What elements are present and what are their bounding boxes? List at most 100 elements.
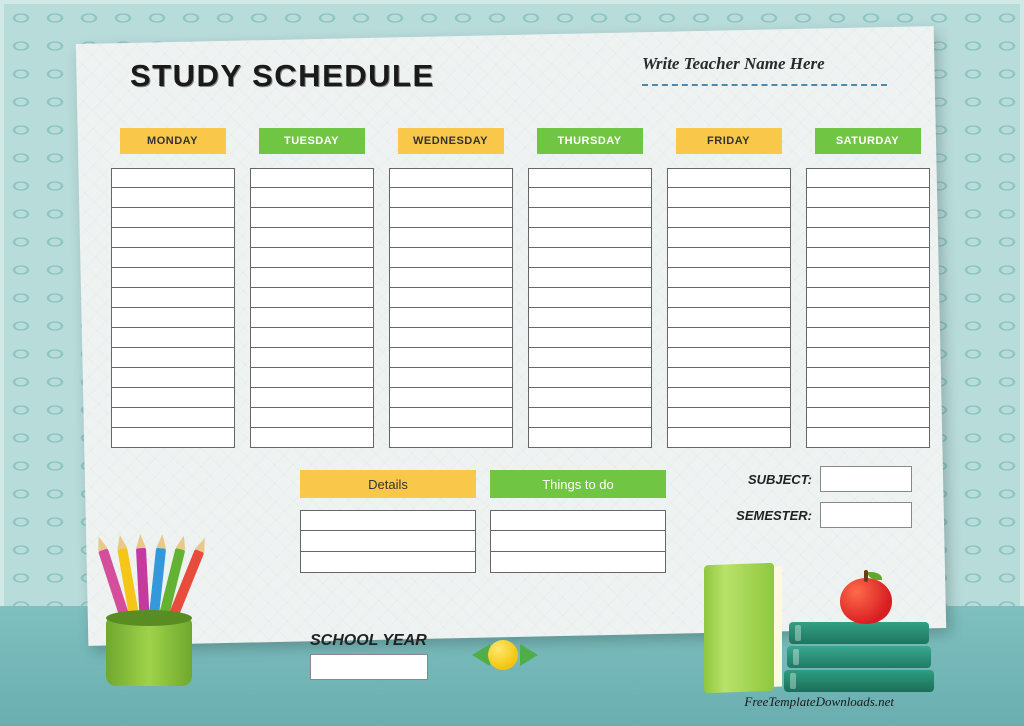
- day-column: WEDNESDAY: [388, 128, 513, 448]
- schedule-cell[interactable]: [389, 408, 513, 428]
- schedule-cell[interactable]: [111, 348, 235, 368]
- schedule-cell[interactable]: [528, 208, 652, 228]
- schedule-cell[interactable]: [250, 168, 374, 188]
- footer-credit: FreeTemplateDownloads.net: [744, 694, 894, 710]
- mini-cell[interactable]: [300, 552, 476, 573]
- schedule-cell[interactable]: [528, 228, 652, 248]
- schedule-cell[interactable]: [111, 268, 235, 288]
- schedule-cell[interactable]: [389, 188, 513, 208]
- schedule-cell[interactable]: [528, 168, 652, 188]
- schedule-cell[interactable]: [806, 288, 930, 308]
- schedule-cell[interactable]: [250, 328, 374, 348]
- schedule-cell[interactable]: [389, 228, 513, 248]
- schedule-cell[interactable]: [528, 308, 652, 328]
- subject-input[interactable]: [820, 466, 912, 492]
- school-year-input[interactable]: [310, 654, 428, 680]
- schedule-cell[interactable]: [389, 428, 513, 448]
- schedule-cell[interactable]: [111, 248, 235, 268]
- schedule-cell[interactable]: [111, 388, 235, 408]
- day-column: TUESDAY: [249, 128, 374, 448]
- schedule-cell[interactable]: [667, 188, 791, 208]
- schedule-cell[interactable]: [250, 208, 374, 228]
- schedule-cell[interactable]: [250, 348, 374, 368]
- schedule-cell[interactable]: [111, 368, 235, 388]
- schedule-cell[interactable]: [250, 248, 374, 268]
- schedule-cell[interactable]: [528, 348, 652, 368]
- schedule-cell[interactable]: [250, 368, 374, 388]
- schedule-cell[interactable]: [806, 228, 930, 248]
- schedule-cell[interactable]: [389, 208, 513, 228]
- schedule-cell[interactable]: [250, 408, 374, 428]
- mini-cell[interactable]: [490, 531, 666, 552]
- schedule-cell[interactable]: [806, 168, 930, 188]
- schedule-cell[interactable]: [250, 268, 374, 288]
- schedule-cell[interactable]: [528, 188, 652, 208]
- schedule-cell[interactable]: [806, 208, 930, 228]
- schedule-cell[interactable]: [806, 248, 930, 268]
- schedule-cell[interactable]: [667, 248, 791, 268]
- schedule-cell[interactable]: [667, 428, 791, 448]
- schedule-cell[interactable]: [667, 368, 791, 388]
- schedule-cell[interactable]: [250, 188, 374, 208]
- schedule-cell[interactable]: [111, 428, 235, 448]
- teacher-name-input-line[interactable]: [642, 84, 887, 86]
- schedule-cell[interactable]: [667, 268, 791, 288]
- schedule-cell[interactable]: [528, 368, 652, 388]
- schedule-cell[interactable]: [111, 228, 235, 248]
- day-grid: [667, 168, 791, 448]
- schedule-cell[interactable]: [389, 288, 513, 308]
- bottom-sections: DetailsThings to do: [300, 470, 666, 573]
- schedule-cell[interactable]: [111, 168, 235, 188]
- schedule-cell[interactable]: [528, 268, 652, 288]
- schedule-cell[interactable]: [250, 308, 374, 328]
- schedule-cell[interactable]: [389, 348, 513, 368]
- schedule-cell[interactable]: [667, 168, 791, 188]
- schedule-cell[interactable]: [389, 168, 513, 188]
- mini-cell[interactable]: [300, 510, 476, 531]
- schedule-cell[interactable]: [806, 188, 930, 208]
- teacher-placeholder: Write Teacher Name Here: [642, 54, 902, 74]
- schedule-cell[interactable]: [806, 328, 930, 348]
- schedule-cell[interactable]: [528, 248, 652, 268]
- schedule-cell[interactable]: [111, 328, 235, 348]
- mini-cell[interactable]: [300, 531, 476, 552]
- schedule-cell[interactable]: [111, 308, 235, 328]
- schedule-cell[interactable]: [806, 308, 930, 328]
- schedule-cell[interactable]: [389, 368, 513, 388]
- mini-cell[interactable]: [490, 552, 666, 573]
- schedule-cell[interactable]: [667, 388, 791, 408]
- schedule-cell[interactable]: [250, 428, 374, 448]
- schedule-cell[interactable]: [806, 268, 930, 288]
- schedule-cell[interactable]: [667, 228, 791, 248]
- schedule-cell[interactable]: [528, 288, 652, 308]
- schedule-cell[interactable]: [389, 248, 513, 268]
- schedule-cell[interactable]: [111, 188, 235, 208]
- schedule-cell[interactable]: [528, 328, 652, 348]
- schedule-cell[interactable]: [250, 288, 374, 308]
- schedule-cell[interactable]: [528, 408, 652, 428]
- schedule-cell[interactable]: [667, 408, 791, 428]
- schedule-cell[interactable]: [389, 388, 513, 408]
- schedule-cell[interactable]: [111, 288, 235, 308]
- schedule-cell[interactable]: [806, 408, 930, 428]
- schedule-cell[interactable]: [806, 348, 930, 368]
- schedule-cell[interactable]: [250, 388, 374, 408]
- schedule-cell[interactable]: [528, 428, 652, 448]
- schedule-cell[interactable]: [389, 328, 513, 348]
- schedule-cell[interactable]: [111, 208, 235, 228]
- schedule-cell[interactable]: [250, 228, 374, 248]
- schedule-cell[interactable]: [806, 388, 930, 408]
- schedule-cell[interactable]: [806, 428, 930, 448]
- schedule-cell[interactable]: [667, 328, 791, 348]
- schedule-cell[interactable]: [389, 268, 513, 288]
- schedule-cell[interactable]: [667, 308, 791, 328]
- mini-cell[interactable]: [490, 510, 666, 531]
- schedule-cell[interactable]: [667, 288, 791, 308]
- schedule-cell[interactable]: [111, 408, 235, 428]
- schedule-cell[interactable]: [528, 388, 652, 408]
- day-grid: [111, 168, 235, 448]
- schedule-cell[interactable]: [667, 208, 791, 228]
- schedule-cell[interactable]: [667, 348, 791, 368]
- schedule-cell[interactable]: [806, 368, 930, 388]
- schedule-cell[interactable]: [389, 308, 513, 328]
